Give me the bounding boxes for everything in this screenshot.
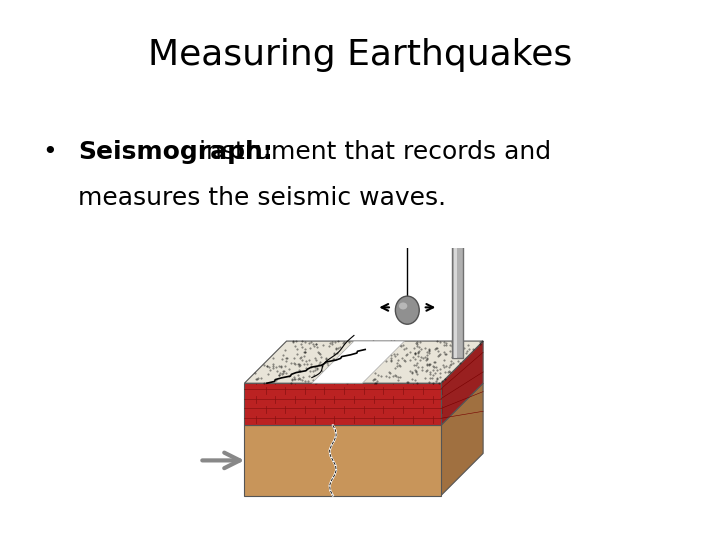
- Polygon shape: [441, 341, 483, 426]
- Ellipse shape: [372, 220, 386, 233]
- Polygon shape: [312, 341, 405, 383]
- Polygon shape: [244, 341, 483, 383]
- Polygon shape: [244, 383, 441, 426]
- Text: Measuring Earthquakes: Measuring Earthquakes: [148, 38, 572, 72]
- Text: instrument that records and: instrument that records and: [199, 140, 551, 164]
- Bar: [379, 222, 464, 232]
- Text: •: •: [43, 140, 66, 164]
- Ellipse shape: [399, 302, 408, 309]
- Text: measures the seismic waves.: measures the seismic waves.: [78, 186, 446, 210]
- Text: Seismograph:: Seismograph:: [78, 140, 272, 164]
- Polygon shape: [244, 426, 441, 496]
- FancyBboxPatch shape: [452, 232, 464, 358]
- Polygon shape: [441, 383, 483, 496]
- Ellipse shape: [395, 296, 419, 324]
- Bar: [454, 232, 457, 358]
